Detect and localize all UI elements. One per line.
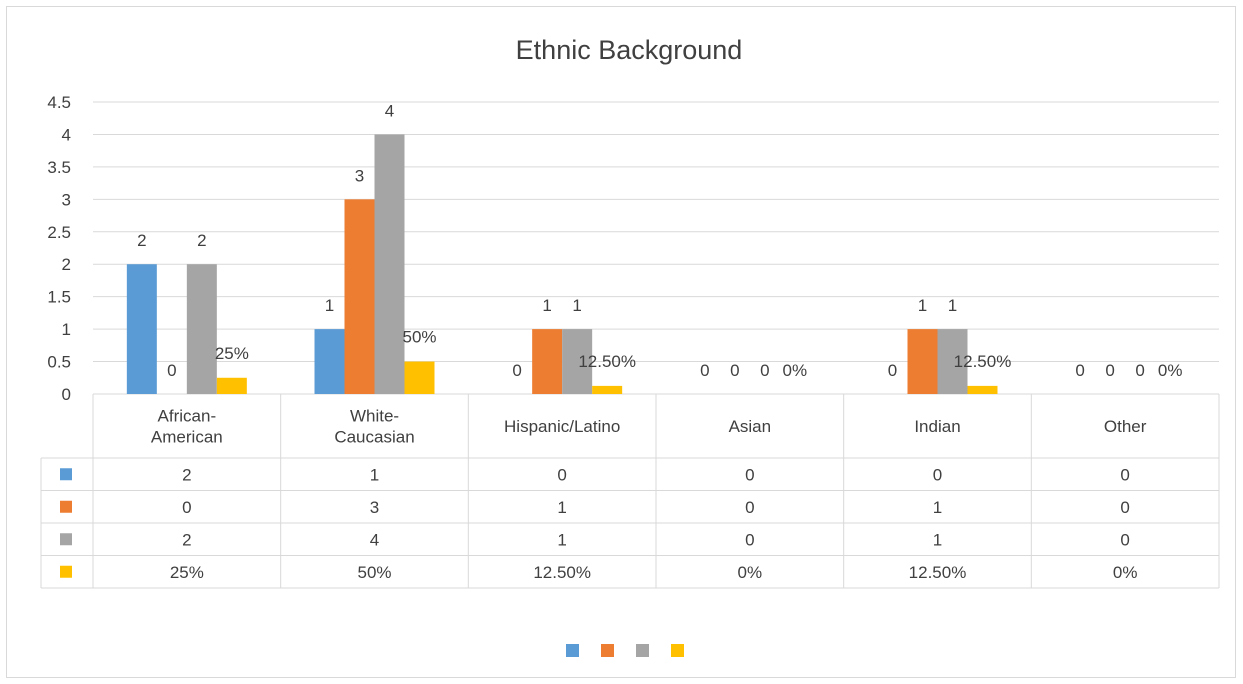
series-key-swatch bbox=[60, 533, 72, 546]
data-label: 0 bbox=[888, 361, 897, 380]
data-label: 1 bbox=[948, 296, 957, 315]
table-cell: 0 bbox=[933, 465, 942, 484]
y-tick-label: 4 bbox=[62, 125, 71, 144]
table-cell: 3 bbox=[370, 498, 379, 517]
category-label: Other bbox=[1104, 417, 1147, 436]
data-label: 0% bbox=[783, 361, 808, 380]
y-tick-label: 2 bbox=[62, 255, 71, 274]
gridlines bbox=[93, 101, 1219, 395]
data-label: 4 bbox=[385, 101, 394, 120]
table-cell: 2 bbox=[182, 530, 191, 549]
category-label: African- bbox=[158, 407, 217, 426]
table-cell: 4 bbox=[370, 530, 379, 549]
category-label: Caucasian bbox=[334, 428, 414, 447]
table-cell: 0 bbox=[745, 530, 754, 549]
bar bbox=[314, 329, 345, 394]
y-tick-label: 3.5 bbox=[47, 158, 71, 177]
bar bbox=[126, 264, 157, 394]
table-cell: 0 bbox=[745, 498, 754, 517]
y-tick-label: 1 bbox=[62, 320, 71, 339]
data-label: 2 bbox=[137, 231, 146, 250]
bar bbox=[216, 377, 247, 394]
bar bbox=[937, 329, 968, 394]
legend-swatch bbox=[601, 644, 614, 657]
table-cell: 0% bbox=[1113, 563, 1138, 582]
data-label: 0 bbox=[1075, 361, 1084, 380]
data-label: 3 bbox=[355, 166, 364, 185]
table-cell: 1 bbox=[933, 530, 942, 549]
data-label: 0 bbox=[512, 361, 521, 380]
data-label: 0 bbox=[730, 361, 739, 380]
data-label: 0 bbox=[167, 361, 176, 380]
data-labels: 2 0 2 25% 1 3 4 50% 0 1 1 12.50% 0 0 0 0% 0 1 1 12.50% 0 0 0 0% bbox=[137, 101, 1182, 380]
data-label: 0 bbox=[760, 361, 769, 380]
data-label: 50% bbox=[402, 328, 436, 347]
category-label: White- bbox=[350, 407, 399, 426]
category-label: Asian bbox=[729, 417, 772, 436]
y-tick-label: 3 bbox=[62, 190, 71, 209]
y-tick-label: 0 bbox=[62, 385, 71, 404]
legend-swatch bbox=[671, 644, 684, 657]
y-tick-label: 4.5 bbox=[47, 93, 71, 112]
table-cell: 0 bbox=[1120, 465, 1129, 484]
bar bbox=[404, 361, 435, 394]
table-cell: 50% bbox=[357, 563, 391, 582]
chart-frame: Ethnic Background 0 0.5 1 1.5 2 2.5 3 3.5 4 4.5 2… bbox=[6, 6, 1236, 678]
y-tick-label: 2.5 bbox=[47, 223, 71, 242]
table-cell: 12.50% bbox=[909, 563, 967, 582]
table-cell: 0 bbox=[1120, 530, 1129, 549]
legend-swatch bbox=[636, 644, 649, 657]
bar bbox=[562, 329, 593, 394]
bar bbox=[592, 385, 623, 394]
data-label: 1 bbox=[325, 296, 334, 315]
bar bbox=[532, 329, 563, 394]
data-table: African- American White- Caucasian Hispanic/… bbox=[40, 394, 1220, 589]
table-cell: 0 bbox=[745, 465, 754, 484]
data-label: 2 bbox=[197, 231, 206, 250]
bar bbox=[186, 264, 217, 394]
data-label: 25% bbox=[215, 344, 249, 363]
bar bbox=[374, 134, 405, 394]
table-cell: 2 bbox=[182, 465, 191, 484]
table-cell: 1 bbox=[933, 498, 942, 517]
table-cell: 0 bbox=[1120, 498, 1129, 517]
table-cell: 1 bbox=[557, 498, 566, 517]
chart-svg: Ethnic Background 0 0.5 1 1.5 2 2.5 3 3.5 4 4.5 2… bbox=[40, 35, 1220, 657]
table-cell: 0% bbox=[738, 563, 763, 582]
y-tick-label: 0.5 bbox=[47, 353, 71, 372]
bars bbox=[126, 134, 998, 394]
legend bbox=[566, 644, 684, 657]
table-cell: 1 bbox=[370, 465, 379, 484]
bar bbox=[967, 385, 998, 394]
data-label: 1 bbox=[918, 296, 927, 315]
data-label: 12.50% bbox=[578, 352, 636, 371]
data-label: 0 bbox=[1135, 361, 1144, 380]
table-cell: 0 bbox=[557, 465, 566, 484]
bar bbox=[344, 199, 375, 394]
data-label: 1 bbox=[542, 296, 551, 315]
y-tick-label: 1.5 bbox=[47, 288, 71, 307]
data-label: 0% bbox=[1158, 361, 1183, 380]
y-axis-ticks: 0 0.5 1 1.5 2 2.5 3 3.5 4 4.5 bbox=[47, 93, 71, 404]
table-cell: 25% bbox=[170, 563, 204, 582]
data-label: 1 bbox=[572, 296, 581, 315]
category-label: Indian bbox=[914, 417, 960, 436]
data-label: 0 bbox=[1105, 361, 1114, 380]
series-key-swatch bbox=[60, 500, 72, 513]
table-cell: 1 bbox=[557, 530, 566, 549]
category-label: American bbox=[151, 428, 223, 447]
data-label: 12.50% bbox=[954, 352, 1012, 371]
table-cell: 12.50% bbox=[533, 563, 591, 582]
table-cell: 0 bbox=[182, 498, 191, 517]
series-key-swatch bbox=[60, 468, 72, 481]
chart-title: Ethnic Background bbox=[516, 35, 743, 65]
series-key-swatch bbox=[60, 565, 72, 578]
category-label: Hispanic/Latino bbox=[504, 417, 620, 436]
data-label: 0 bbox=[700, 361, 709, 380]
legend-swatch bbox=[566, 644, 579, 657]
bar bbox=[907, 329, 938, 394]
